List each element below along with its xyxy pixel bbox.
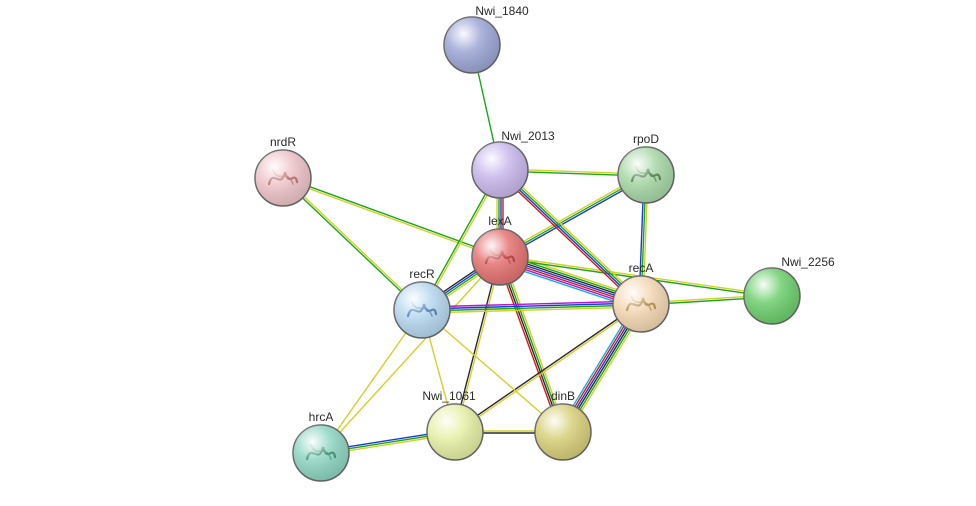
node-dinB[interactable] (535, 404, 591, 460)
node-nrdR[interactable] (255, 150, 311, 206)
node-label-hrcA: hrcA (309, 410, 334, 424)
nodes-layer (255, 17, 800, 481)
node-Nwi_2256[interactable] (744, 268, 800, 324)
node-label-recR: recR (409, 267, 435, 281)
node-label-Nwi_1840: Nwi_1840 (475, 4, 529, 18)
node-label-lexA: lexA (488, 214, 511, 228)
edge-lexA-nrdR[interactable] (283, 179, 500, 258)
node-lexA[interactable] (472, 229, 528, 285)
node-recR[interactable] (394, 282, 450, 338)
network-canvas: lexANwi_2013Nwi_1840rpoDrecANwi_2256nrdR… (0, 0, 976, 506)
node-label-Nwi_2256: Nwi_2256 (781, 255, 835, 269)
node-Nwi_2013[interactable] (472, 142, 528, 198)
node-label-nrdR: nrdR (270, 135, 296, 149)
node-recA[interactable] (613, 276, 669, 332)
node-Nwi_1061[interactable] (427, 404, 483, 460)
node-label-Nwi_1061: Nwi_1061 (422, 389, 476, 403)
edge-lexA-nrdR[interactable] (283, 177, 500, 256)
edge-nrdR-recR[interactable] (282, 179, 421, 311)
node-Nwi_1840[interactable] (444, 17, 500, 73)
node-label-rpoD: rpoD (633, 132, 659, 146)
edge-nrdR-recR[interactable] (284, 177, 423, 309)
node-label-Nwi_2013: Nwi_2013 (501, 129, 555, 143)
labels-layer: lexANwi_2013Nwi_1840rpoDrecANwi_2256nrdR… (270, 4, 835, 424)
node-hrcA[interactable] (293, 425, 349, 481)
node-rpoD[interactable] (618, 147, 674, 203)
